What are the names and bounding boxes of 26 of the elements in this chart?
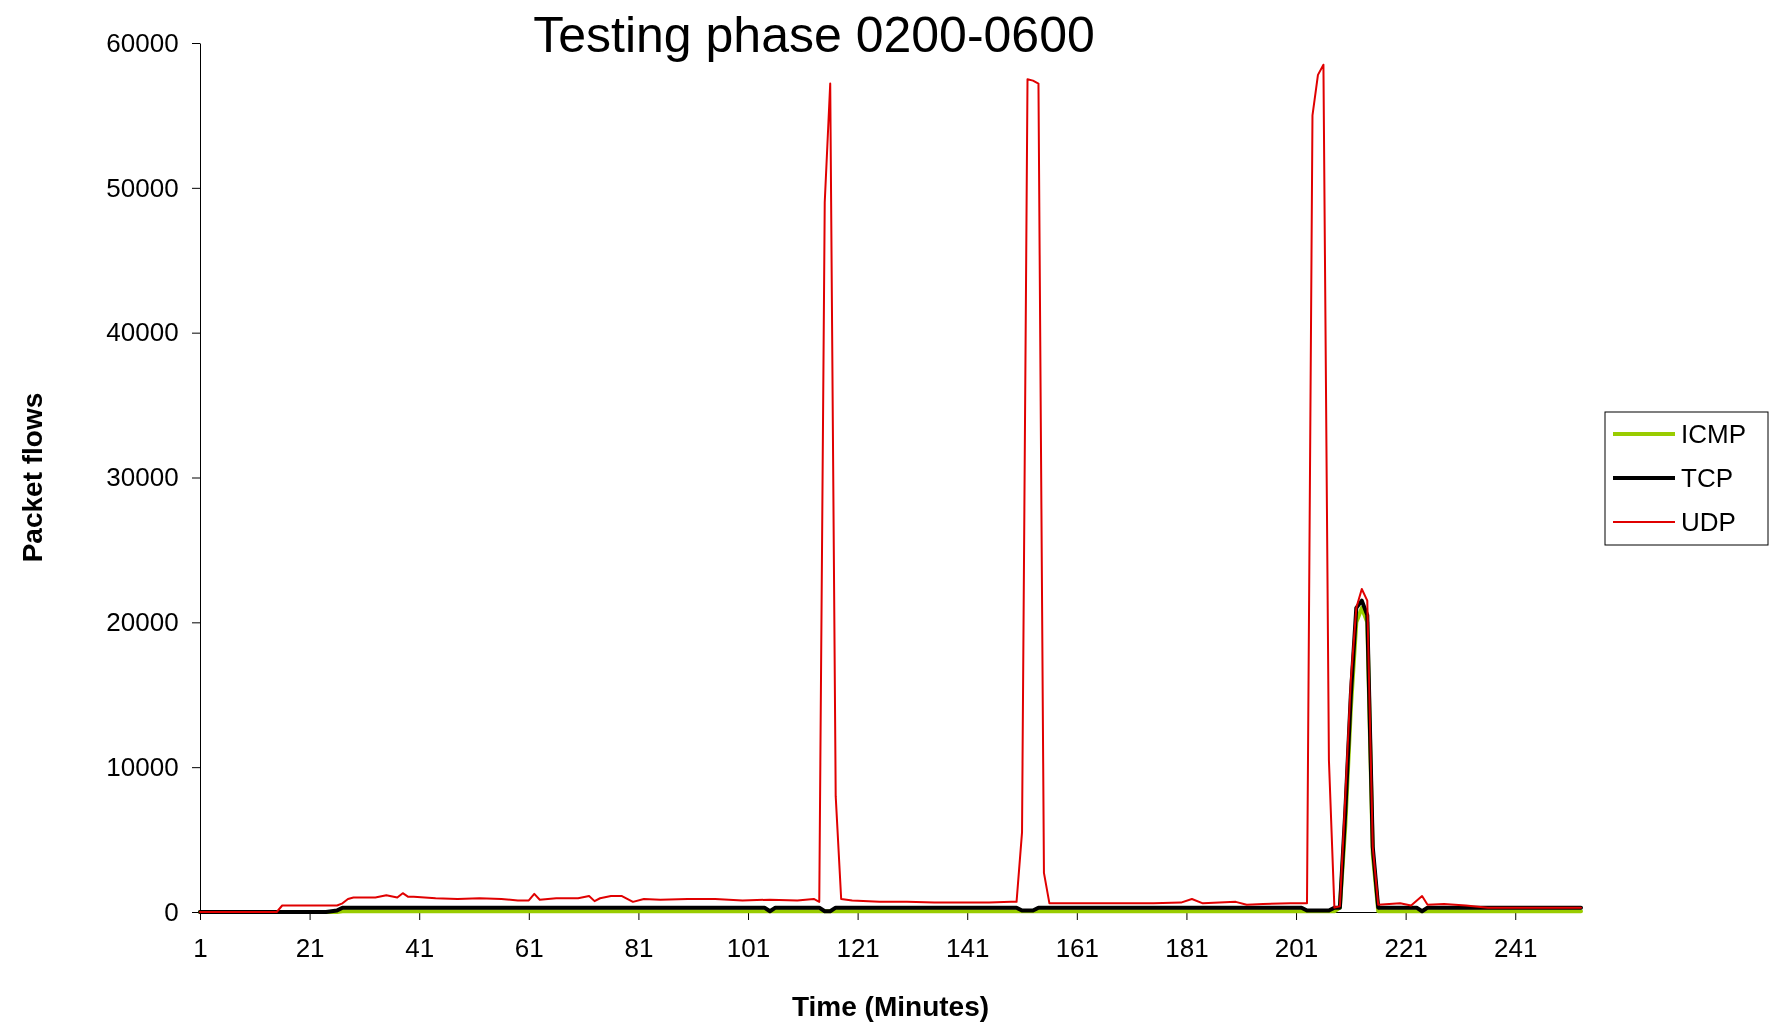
x-tick-label: 101 — [726, 932, 771, 963]
y-tick-label: 60000 — [106, 27, 179, 58]
legend-label: ICMP — [1681, 419, 1746, 449]
x-tick-label: 241 — [1494, 932, 1538, 963]
x-tick-label: 41 — [405, 932, 435, 963]
x-tick-label: 1 — [193, 932, 208, 963]
x-tick-label: 201 — [1274, 932, 1319, 963]
chart-title: Testing phase 0200-0600 — [533, 7, 1095, 63]
y-tick-label: 30000 — [106, 462, 179, 493]
x-tick-label: 61 — [514, 932, 544, 963]
x-tick-label: 21 — [295, 932, 325, 963]
x-tick-label: 181 — [1165, 932, 1209, 963]
x-tick-label: 81 — [624, 932, 654, 963]
legend-label: TCP — [1681, 463, 1733, 493]
y-tick-label: 40000 — [106, 317, 179, 348]
x-tick-label: 161 — [1055, 932, 1100, 963]
y-tick-label: 10000 — [106, 751, 179, 782]
x-tick-label: 221 — [1384, 932, 1428, 963]
y-tick-label: 20000 — [106, 607, 179, 638]
y-tick-label: 0 — [164, 896, 179, 927]
x-axis-title: Time (Minutes) — [791, 991, 990, 1022]
x-tick-label: 141 — [946, 932, 990, 963]
y-axis-title: Packet flows — [17, 392, 48, 563]
x-tick-label: 121 — [836, 932, 880, 963]
legend-label: UDP — [1681, 507, 1736, 537]
y-tick-label: 50000 — [106, 172, 179, 203]
